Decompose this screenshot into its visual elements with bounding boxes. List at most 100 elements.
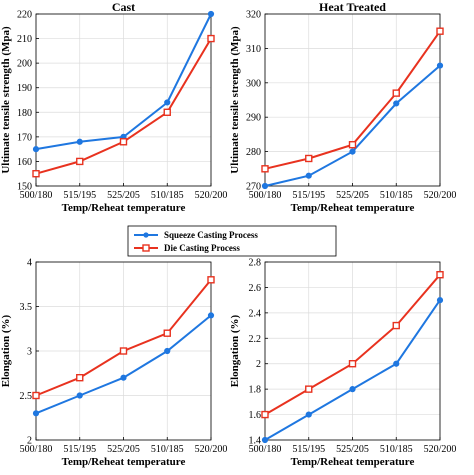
x-tick-label: 515/195 xyxy=(292,190,325,201)
y-tick-label: 2.5 xyxy=(20,391,33,402)
y-tick-label: 2.2 xyxy=(249,334,262,345)
data-point xyxy=(349,386,356,393)
legend-label: Squeeze Casting Process xyxy=(164,230,258,240)
data-point xyxy=(436,271,444,279)
legend-label: Die Casting Process xyxy=(164,243,240,253)
data-point xyxy=(76,138,83,145)
y-tick-label: 4 xyxy=(27,258,32,269)
data-point xyxy=(348,360,357,368)
data-point xyxy=(207,10,215,18)
x-tick-label: 525/205 xyxy=(336,190,369,201)
y-tick-label: 150 xyxy=(17,182,32,193)
data-point xyxy=(261,410,269,419)
legend-marker-square xyxy=(142,244,150,252)
x-tick-label: 520/200 xyxy=(195,190,228,201)
y-tick-label: 320 xyxy=(246,10,261,21)
data-point xyxy=(76,157,84,166)
y-tick-label: 160 xyxy=(17,157,32,168)
y-axis-label: Elongation (%) xyxy=(229,314,241,387)
x-tick-label: 500/180 xyxy=(249,444,282,455)
y-tick-label: 280 xyxy=(246,147,261,158)
data-point xyxy=(164,99,171,106)
legend-box xyxy=(127,225,337,257)
data-point xyxy=(32,391,40,400)
y-tick-label: 170 xyxy=(17,132,32,143)
chart-title: Cast xyxy=(112,0,135,14)
x-tick-label: 510/185 xyxy=(151,444,184,455)
y-tick-label: 210 xyxy=(17,34,32,45)
x-tick-label: 500/180 xyxy=(20,190,53,201)
x-tick-label: 515/195 xyxy=(63,190,96,201)
y-tick-label: 2.4 xyxy=(249,308,262,319)
y-tick-label: 290 xyxy=(246,113,261,124)
y-tick-label: 2 xyxy=(27,436,32,447)
y-tick-label: 2.8 xyxy=(249,258,262,269)
y-tick-label: 3 xyxy=(27,347,32,358)
y-tick-label: 1.6 xyxy=(249,410,262,421)
legend-marker-circle xyxy=(143,232,149,238)
legend: Squeeze Casting Process Die Casting Proce… xyxy=(127,225,337,257)
y-tick-label: 3.5 xyxy=(20,302,33,313)
data-point xyxy=(305,385,313,393)
data-point xyxy=(207,34,215,43)
data-point xyxy=(261,165,269,173)
x-tick-label: 525/205 xyxy=(107,190,140,201)
data-point xyxy=(207,312,215,319)
chart-panel-2: 270 280 290 300 310 320 500/180 515/195 525/205 5… xyxy=(229,0,456,214)
data-point xyxy=(393,100,400,107)
data-point xyxy=(163,329,171,337)
data-point xyxy=(32,146,40,153)
data-point xyxy=(120,374,127,381)
y-tick-label: 180 xyxy=(17,108,32,119)
data-point xyxy=(305,154,313,163)
y-tick-label: 300 xyxy=(246,78,261,89)
x-axis-label: Temp/Reheat temperature xyxy=(291,456,415,468)
y-axis-label: Elongation (%) xyxy=(0,314,12,387)
data-point xyxy=(392,321,400,330)
data-point xyxy=(261,182,269,190)
data-point xyxy=(305,411,312,418)
data-point xyxy=(119,138,128,146)
data-point xyxy=(261,436,269,444)
data-point xyxy=(349,148,356,155)
data-point xyxy=(32,410,40,417)
data-point xyxy=(392,89,400,97)
y-tick-label: 270 xyxy=(246,182,261,193)
y-tick-label: 200 xyxy=(17,59,32,70)
x-axis-label: Temp/Reheat temperature xyxy=(62,456,186,468)
y-tick-label: 2 xyxy=(256,359,261,370)
y-axis-label: Ultimate tensile strength (Mpa) xyxy=(0,26,12,174)
x-tick-label: 500/180 xyxy=(20,444,53,455)
y-tick-label: 310 xyxy=(246,44,261,55)
data-point xyxy=(164,347,171,355)
chart-title: Heat Treated xyxy=(319,0,386,14)
x-tick-label: 515/195 xyxy=(63,444,96,455)
x-tick-label: 520/200 xyxy=(424,190,457,201)
x-tick-label: 515/195 xyxy=(292,444,325,455)
y-tick-label: 1.4 xyxy=(249,436,262,447)
chart-panel-1: 150 160 170 180 190 200 210 220 500/180 515/195 52… xyxy=(0,0,227,214)
x-tick-label: 510/185 xyxy=(380,444,413,455)
x-axis-label: Temp/Reheat temperature xyxy=(62,202,186,214)
chart-panel-3: 2 2.5 3 3.5 4 500/180 515/195 525/205 510/185 520… xyxy=(0,258,227,469)
y-tick-label: 1.8 xyxy=(249,385,262,396)
x-tick-label: 525/205 xyxy=(107,444,140,455)
y-tick-label: 190 xyxy=(17,83,32,94)
x-tick-label: 510/185 xyxy=(151,190,184,201)
x-tick-label: 520/200 xyxy=(195,444,228,455)
data-point xyxy=(76,374,84,382)
x-tick-label: 525/205 xyxy=(336,444,369,455)
data-point xyxy=(436,297,444,304)
x-tick-label: 510/185 xyxy=(380,190,413,201)
data-point xyxy=(32,170,40,178)
data-point xyxy=(436,27,444,35)
x-tick-label: 520/200 xyxy=(424,444,457,455)
data-point xyxy=(76,392,83,399)
chart-panel-4: 1.4 1.6 1.8 2 2.2 2.4 2.6 2.8 500/180 515/195 525/… xyxy=(229,258,456,469)
data-point xyxy=(119,347,128,355)
data-point xyxy=(207,276,215,284)
data-point xyxy=(393,360,400,367)
y-tick-label: 2.6 xyxy=(249,283,262,294)
y-tick-label: 220 xyxy=(17,10,32,21)
